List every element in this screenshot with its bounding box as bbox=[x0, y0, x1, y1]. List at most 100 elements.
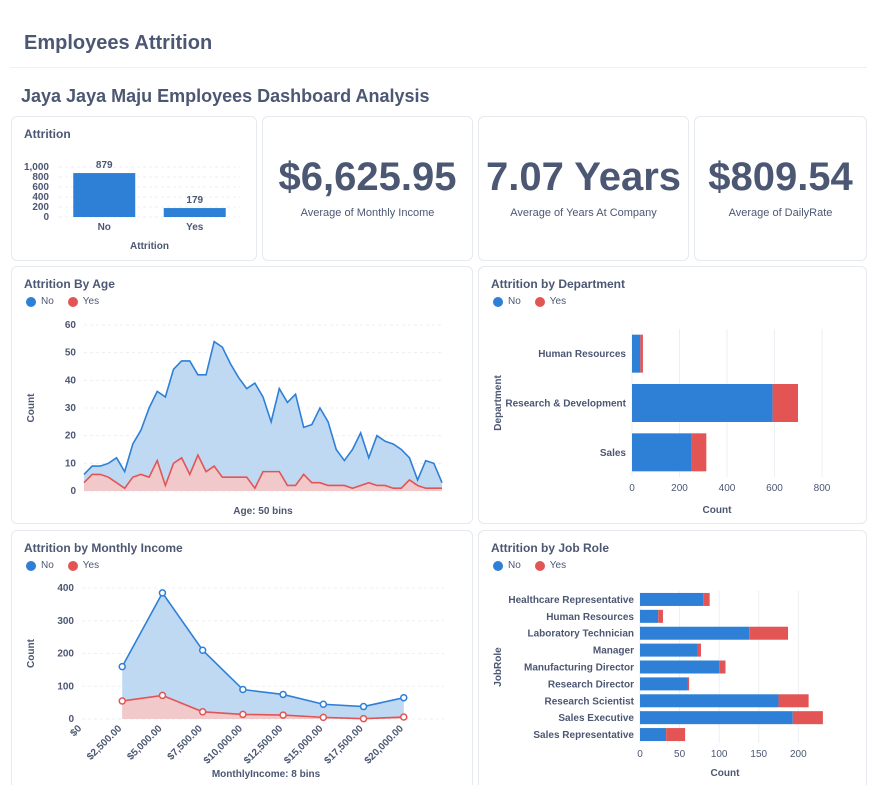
bar-no bbox=[632, 334, 641, 373]
attrition-by-age-card[interactable]: Attrition By Age No Yes 0 10 20 30 40 50 60 Cou… bbox=[11, 266, 473, 524]
daily-rate-card[interactable]: $809.54 Average of DailyRate bbox=[694, 116, 867, 261]
x-tick-label: 0 bbox=[637, 749, 643, 760]
legend-label: No bbox=[41, 296, 54, 307]
scalar-label: Average of Years At Company bbox=[510, 207, 657, 219]
scalar-value: $6,625.95 bbox=[278, 155, 457, 199]
legend-dot-yes bbox=[67, 296, 78, 307]
legend: No Yes bbox=[493, 296, 566, 307]
data-label: 879 bbox=[96, 160, 113, 171]
legend-label: Yes bbox=[82, 560, 100, 571]
x-axis-label: Count bbox=[703, 505, 733, 516]
y-tick-label: Sales bbox=[600, 448, 627, 459]
data-point bbox=[359, 702, 368, 711]
data-point bbox=[198, 708, 207, 716]
attrition-by-jobrole-card[interactable]: Attrition by Job Role No Yes 0 50 100 150 20… bbox=[478, 530, 867, 785]
bar-yes bbox=[778, 694, 809, 708]
y-tick-label: Sales Executive bbox=[558, 713, 634, 724]
bar-no bbox=[640, 677, 688, 691]
y-tick-label: 10 bbox=[65, 458, 77, 469]
bar-yes bbox=[772, 384, 799, 422]
attrition-by-income-card[interactable]: Attrition by Monthly Income No Yes 0 100 2… bbox=[11, 530, 473, 785]
attrition-card[interactable]: Attrition 0 200 400 600 800 1,000 879 No 179 Yes A… bbox=[11, 116, 257, 261]
legend: No Yes bbox=[26, 560, 99, 571]
bar-no bbox=[640, 660, 720, 674]
scalar-value: $809.54 bbox=[708, 155, 853, 199]
y-tick-label: Research & Development bbox=[505, 399, 626, 410]
bar-yes bbox=[658, 609, 663, 623]
data-point bbox=[158, 691, 167, 700]
legend-label: Yes bbox=[549, 296, 567, 307]
data-point bbox=[239, 685, 247, 694]
scalar-label: Average of DailyRate bbox=[728, 207, 833, 219]
x-tick-label: $15,000.00 bbox=[282, 723, 325, 766]
x-tick-label: 800 bbox=[814, 483, 831, 494]
series-area-no bbox=[84, 341, 442, 491]
series-line-no bbox=[121, 591, 404, 708]
bar-no bbox=[632, 433, 692, 472]
x-axis-label: Age: 50 bins bbox=[233, 506, 293, 517]
legend: No Yes bbox=[26, 296, 99, 307]
x-tick-label: 50 bbox=[674, 749, 686, 760]
data-point bbox=[198, 646, 207, 654]
legend-label: Yes bbox=[549, 560, 567, 571]
legend-dot-no bbox=[493, 296, 503, 307]
legend-dot-yes bbox=[67, 560, 78, 571]
y-axis-label: Department bbox=[493, 375, 504, 431]
legend-item-no[interactable]: No bbox=[26, 296, 54, 307]
card-title: Attrition by Department bbox=[491, 277, 626, 291]
x-axis-label: Count bbox=[711, 768, 741, 779]
data-point bbox=[239, 710, 247, 719]
legend-item-yes[interactable]: Yes bbox=[67, 296, 100, 307]
x-tick-label: 100 bbox=[711, 749, 728, 760]
series-line-yes bbox=[83, 453, 442, 490]
x-tick-label: $20,000.00 bbox=[363, 723, 406, 766]
series-area-no bbox=[122, 592, 404, 719]
data-point bbox=[158, 589, 167, 597]
attrition-by-department-card[interactable]: Attrition by Department No Yes 0 200 400 60… bbox=[478, 266, 867, 524]
x-tick-label: $0 bbox=[68, 723, 84, 739]
bar-no bbox=[640, 643, 697, 657]
series-line-yes bbox=[122, 694, 404, 720]
bar-yes bbox=[687, 677, 690, 691]
legend-item-no[interactable]: No bbox=[493, 296, 521, 307]
x-tick-label: 400 bbox=[719, 483, 736, 494]
x-tick-label: 150 bbox=[750, 749, 767, 760]
y-tick-label: 0 bbox=[68, 714, 74, 725]
card-title: Attrition by Monthly Income bbox=[24, 541, 183, 555]
legend-item-yes[interactable]: Yes bbox=[67, 560, 100, 571]
x-tick-label: $17,500.00 bbox=[322, 723, 365, 766]
bar-no bbox=[640, 694, 779, 708]
legend-item-yes[interactable]: Yes bbox=[534, 296, 567, 307]
x-tick-label: 200 bbox=[671, 483, 688, 494]
y-tick-label: Research Scientist bbox=[545, 696, 635, 707]
x-tick-label: $7,500.00 bbox=[166, 723, 206, 763]
x-tick-label: Yes bbox=[186, 222, 204, 233]
x-tick-label: 0 bbox=[629, 483, 635, 494]
years-at-company-card[interactable]: 7.07 Years Average of Years At Company bbox=[478, 116, 689, 261]
legend-item-no[interactable]: No bbox=[493, 560, 521, 571]
legend-label: No bbox=[41, 560, 54, 571]
bar-yes bbox=[719, 660, 726, 674]
legend-dot-yes bbox=[534, 296, 545, 307]
legend-dot-no bbox=[26, 560, 36, 571]
legend-item-no[interactable]: No bbox=[26, 560, 54, 571]
bar-no bbox=[640, 592, 704, 606]
bar bbox=[73, 173, 136, 217]
legend-item-yes[interactable]: Yes bbox=[534, 560, 567, 571]
x-tick-label: 200 bbox=[790, 749, 807, 760]
legend-label: No bbox=[508, 296, 521, 307]
data-point bbox=[319, 700, 328, 709]
data-point bbox=[359, 714, 368, 723]
data-point bbox=[400, 713, 408, 721]
y-tick-label: Human Resources bbox=[538, 349, 626, 360]
y-tick-label: 200 bbox=[32, 202, 49, 213]
bar bbox=[163, 208, 226, 217]
legend-label: Yes bbox=[82, 296, 100, 307]
monthly-income-card[interactable]: $6,625.95 Average of Monthly Income bbox=[262, 116, 473, 261]
bar-no bbox=[640, 711, 793, 725]
x-tick-label: $10,000.00 bbox=[202, 723, 245, 766]
bar-no bbox=[640, 609, 659, 623]
y-axis-label: Count bbox=[26, 393, 37, 423]
scalar-value: 7.07 Years bbox=[485, 155, 682, 199]
data-point bbox=[279, 690, 287, 699]
